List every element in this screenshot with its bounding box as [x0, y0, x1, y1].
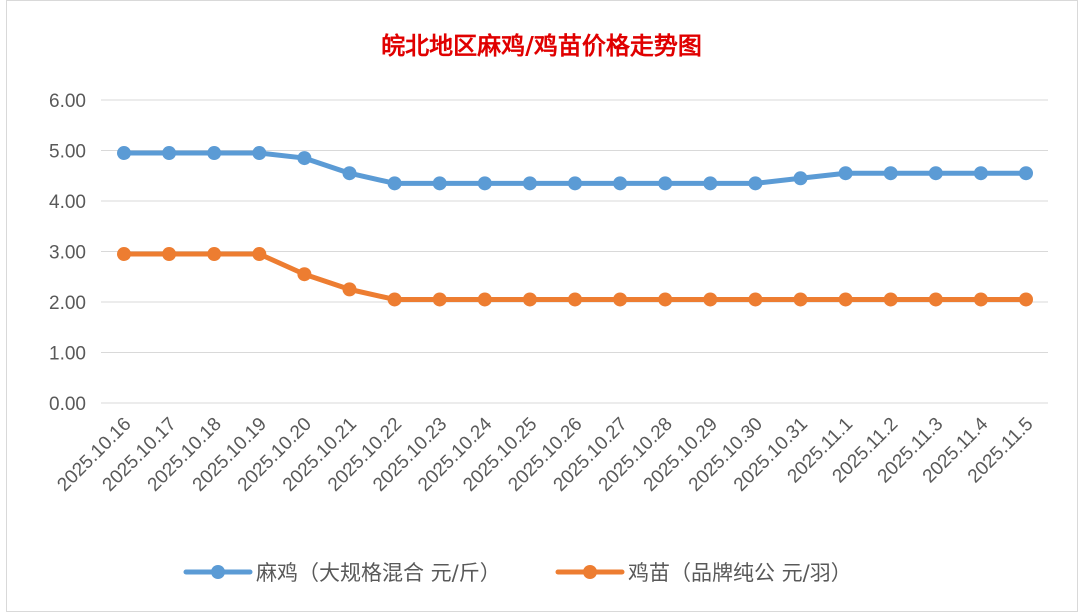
- data-point: [568, 176, 582, 191]
- data-point: [207, 247, 222, 262]
- data-point: [658, 292, 673, 307]
- data-point: [207, 146, 222, 161]
- data-point: [1019, 166, 1033, 181]
- data-point: [928, 166, 943, 181]
- data-point: [117, 247, 131, 262]
- data-point: [387, 176, 402, 191]
- data-point: [522, 176, 537, 191]
- y-tick-label: 3.00: [49, 243, 86, 264]
- data-point: [838, 166, 853, 181]
- data-point: [252, 247, 267, 262]
- data-point: [162, 146, 177, 161]
- data-point: [117, 146, 131, 161]
- data-point: [432, 292, 447, 307]
- data-point: [973, 166, 988, 181]
- y-tick-label: 5.00: [49, 142, 86, 163]
- data-point: [342, 282, 357, 297]
- data-point: [568, 292, 582, 307]
- chart-title: 皖北地区麻鸡/鸡苗价格走势图: [381, 31, 702, 60]
- legend-label: 鸡苗（品牌纯公 元/羽）: [628, 561, 852, 585]
- legend-label: 麻鸡（大规格混合 元/斤）: [256, 561, 501, 585]
- data-point: [432, 176, 447, 191]
- data-point: [613, 176, 628, 191]
- data-point: [748, 176, 763, 191]
- y-tick-label: 1.00: [49, 344, 86, 365]
- data-point: [252, 146, 267, 161]
- legend-marker: [583, 565, 597, 579]
- data-point: [703, 292, 718, 307]
- data-point: [387, 292, 402, 307]
- data-point: [297, 267, 312, 282]
- data-point: [793, 171, 808, 186]
- data-point: [522, 292, 537, 307]
- y-tick-label: 6.00: [49, 91, 86, 112]
- data-point: [883, 292, 898, 307]
- chart-frame: [6, 0, 1078, 612]
- legend-marker: [211, 565, 225, 579]
- data-point: [748, 292, 763, 307]
- data-point: [477, 292, 492, 307]
- data-point: [342, 166, 357, 181]
- data-point: [477, 176, 492, 191]
- data-point: [1019, 292, 1033, 307]
- data-point: [793, 292, 808, 307]
- data-point: [658, 176, 673, 191]
- y-tick-label: 4.00: [49, 192, 86, 213]
- y-tick-label: 2.00: [49, 293, 86, 314]
- y-tick-label: 0.00: [49, 394, 86, 415]
- data-point: [973, 292, 988, 307]
- data-point: [703, 176, 718, 191]
- data-point: [162, 247, 177, 262]
- data-point: [838, 292, 853, 307]
- data-point: [297, 151, 312, 166]
- data-point: [883, 166, 898, 181]
- data-point: [613, 292, 628, 307]
- data-point: [928, 292, 943, 307]
